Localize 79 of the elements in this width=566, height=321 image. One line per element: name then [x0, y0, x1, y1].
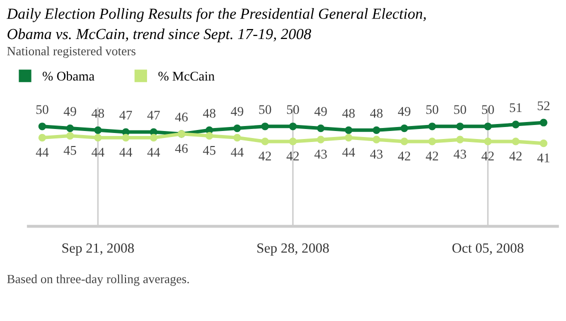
- point: [316, 124, 325, 132]
- data-label: 45: [64, 146, 76, 155]
- data-label: 52: [538, 101, 550, 110]
- point: [372, 136, 380, 144]
- point: [456, 122, 464, 130]
- point: [372, 126, 380, 134]
- data-label: 42: [398, 152, 410, 160]
- point: [261, 122, 269, 130]
- data-label: 42: [482, 152, 494, 160]
- data-label: 42: [286, 152, 299, 160]
- data-label: 48: [203, 108, 216, 118]
- data-label: 48: [342, 108, 355, 118]
- point: [344, 134, 352, 142]
- x-tick-label: Sep 21, 2008: [62, 243, 134, 256]
- data-label: 46: [175, 144, 188, 153]
- data-label: 42: [258, 152, 271, 160]
- data-label: 44: [342, 148, 355, 157]
- data-label: 45: [203, 146, 216, 155]
- point: [38, 134, 46, 142]
- point: [289, 122, 297, 130]
- data-label: 49: [398, 107, 410, 116]
- point: [94, 134, 102, 142]
- data-label: 43: [454, 150, 466, 159]
- data-label: 50: [36, 105, 48, 114]
- data-label: 50: [287, 105, 299, 114]
- point: [66, 124, 74, 132]
- data-label: 49: [230, 107, 244, 116]
- x-tick-label: Oct 05, 2008: [452, 243, 524, 255]
- point: [316, 136, 325, 144]
- data-label: 43: [314, 150, 327, 159]
- point: [150, 134, 158, 142]
- data-label: 50: [259, 105, 272, 114]
- point: [484, 138, 492, 146]
- point: [428, 138, 436, 146]
- data-label: 42: [426, 152, 438, 160]
- data-label: 50: [454, 105, 466, 114]
- point: [38, 122, 46, 130]
- x-tick-label: Sep 28, 2008: [257, 243, 329, 256]
- point: [261, 138, 269, 146]
- data-label: 43: [370, 150, 383, 159]
- data-label: 51: [510, 103, 522, 112]
- data-label: 49: [64, 107, 76, 116]
- point: [122, 134, 130, 142]
- point: [456, 136, 464, 144]
- text: Based on three-day rolling averages.: [7, 274, 189, 286]
- point: [66, 132, 74, 140]
- data-label: 44: [119, 148, 132, 157]
- point: [512, 138, 520, 146]
- data-label: 42: [509, 152, 522, 160]
- point: [233, 134, 242, 142]
- data-label: 47: [147, 110, 160, 120]
- point: [206, 132, 214, 140]
- point: [233, 124, 242, 132]
- data-label: 44: [92, 148, 104, 157]
- chart-title: Daily Election Polling Results for the Presidential General Election, Obama vs. McCain, trend since Sept. 17-19, 2008: [6, 8, 426, 42]
- data-label: 48: [370, 108, 383, 118]
- legend-label: % Obama: [42, 71, 94, 81]
- point: [344, 126, 352, 134]
- data-label: 44: [230, 148, 244, 157]
- data-label: 50: [482, 105, 494, 114]
- point: [540, 140, 548, 148]
- data-label: 50: [426, 105, 438, 114]
- data-label: 47: [119, 110, 132, 120]
- point: [484, 122, 492, 130]
- point: [512, 120, 520, 128]
- legend-label: % McCain: [158, 72, 215, 81]
- data-label: 48: [92, 108, 104, 118]
- point: [400, 138, 408, 146]
- point: [400, 124, 408, 132]
- point: [428, 122, 436, 130]
- data-label: 46: [175, 112, 188, 122]
- data-label: 41: [537, 154, 550, 162]
- point: [94, 126, 102, 134]
- point: [289, 138, 297, 146]
- data-label: 49: [314, 107, 327, 116]
- point: [540, 118, 548, 126]
- data-label: 44: [36, 148, 49, 157]
- chart-subtitle: National registered voters: [7, 46, 136, 58]
- data-label: 44: [147, 148, 160, 157]
